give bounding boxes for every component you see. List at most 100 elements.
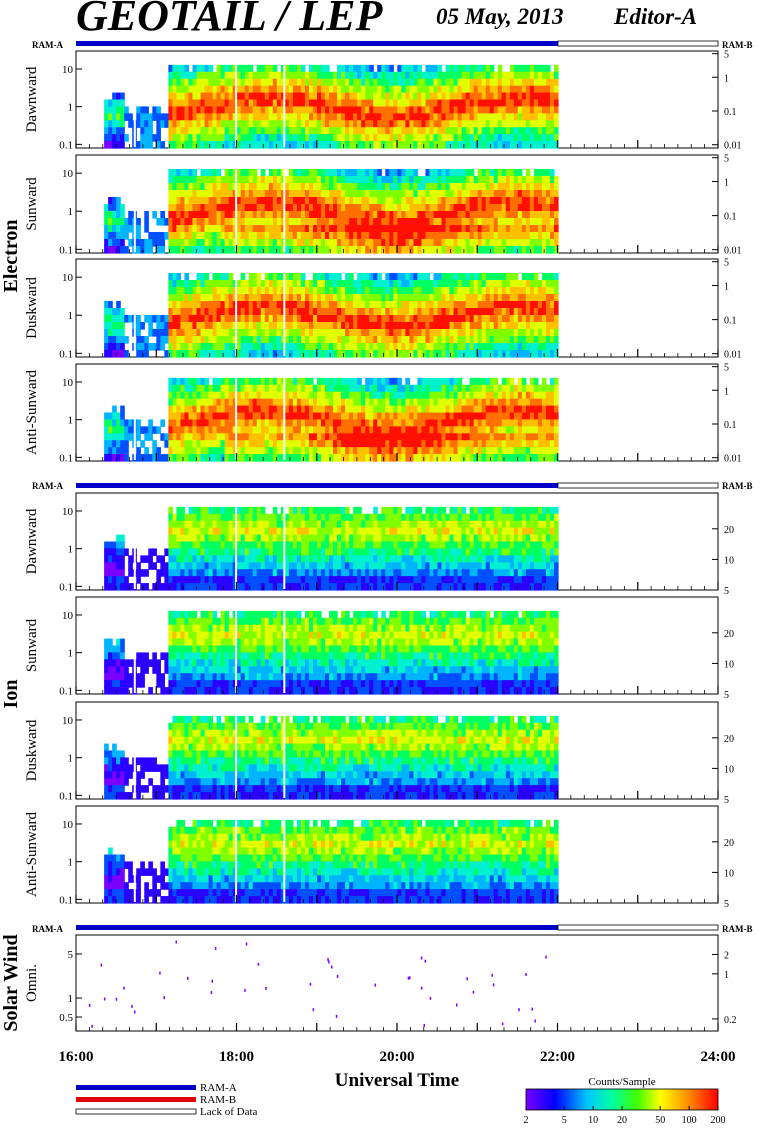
colorbar-tick-label: 10 — [588, 1115, 598, 1126]
editor-label: Editor-A — [613, 4, 697, 29]
panel-label: Omni. — [24, 964, 40, 1002]
ram-a-label: RAM-A — [32, 40, 63, 50]
colorbar-tick-label: 100 — [682, 1115, 697, 1126]
right-tick-label: 0.01 — [724, 454, 742, 465]
right-tick-label: 5 — [724, 586, 729, 597]
y-tick-label: 1 — [68, 102, 74, 114]
y-tick-label: 1 — [68, 648, 74, 660]
y-tick-label: 0.1 — [59, 139, 73, 151]
panel-label: Dawnward — [24, 508, 40, 574]
ram-b-label: RAM-B — [722, 481, 753, 491]
right-tick-label: 20 — [724, 629, 734, 640]
right-tick-label: 0.1 — [724, 420, 737, 431]
right-tick-label: 0.1 — [724, 316, 737, 327]
panel-electron-dawnward: Dawnward 10 1 0.1 5 1 0.1 0.01 — [24, 50, 742, 152]
x-tick-label: 24:00 — [701, 1049, 736, 1065]
y-tick-label: 1 — [68, 857, 74, 869]
y-tick-label: 0.1 — [59, 894, 73, 906]
colorbar-tick-label: 200 — [711, 1115, 726, 1126]
right-tick-label: 5 — [724, 899, 729, 910]
y-tick-label: 10 — [62, 272, 74, 284]
right-tick-label: 5 — [724, 795, 729, 806]
panel-label: Duskward — [24, 719, 40, 781]
panel-label: Duskward — [24, 277, 40, 339]
colorbar-title: Counts/Sample — [588, 1076, 655, 1088]
right-tick-label: 1 — [724, 73, 729, 84]
y-tick-label: 1 — [68, 415, 74, 427]
legend-swatch-ram-a — [76, 1085, 196, 1090]
panel-label: Dawnward — [24, 66, 40, 132]
y-tick-label: 10 — [62, 506, 74, 518]
y-tick-label: 1 — [68, 753, 74, 765]
ram-b-label: RAM-B — [722, 40, 753, 50]
ram-legend: RAM-A RAM-B Lack of Data — [76, 1082, 258, 1118]
colorbar-tick-label: 5 — [562, 1115, 567, 1126]
x-tick-label: 22:00 — [540, 1049, 575, 1065]
y-tick-label: 0.1 — [59, 790, 73, 802]
panel-label: Anti-Sunward — [24, 812, 40, 897]
ram-bar-solar-wind: RAM-A RAM-B — [32, 924, 753, 934]
y-tick-label: 1 — [68, 544, 74, 556]
ram-a-label: RAM-A — [32, 924, 63, 934]
right-tick-label: 0.01 — [724, 246, 742, 257]
right-tick-label: 1 — [724, 970, 729, 981]
legend-label-ram-a: RAM-A — [200, 1082, 237, 1094]
spectrogram — [104, 494, 558, 591]
legend-swatch-ram-b — [76, 1097, 196, 1102]
right-tick-label: 20 — [724, 734, 734, 745]
panels: Dawnward 10 1 0.1 5 1 0.1 0.01 Sunward 10 1 0.1 5 1 0.… — [24, 50, 742, 1031]
group-label-solar-wind: Solar Wind — [0, 934, 22, 1031]
legend-label-ram-b: RAM-B — [200, 1094, 236, 1106]
y-tick-label: 10 — [62, 819, 74, 831]
right-tick-label: 20 — [724, 525, 734, 536]
right-tick-label: 10 — [724, 764, 734, 775]
y-tick-label: 5 — [68, 949, 74, 961]
panel-label: Anti-Sunward — [24, 370, 40, 455]
ram-a-label: RAM-A — [32, 481, 63, 491]
colorbar-tick-label: 2 — [524, 1115, 529, 1126]
spectrogram — [104, 156, 558, 254]
right-tick-label: 0.01 — [724, 141, 742, 152]
colorbar-tick-label: 20 — [617, 1115, 627, 1126]
right-tick-label: 5 — [724, 50, 729, 61]
colorbar: Counts/Sample 2 5 10 20 50 100 200 — [524, 1076, 726, 1126]
y-tick-label: 1 — [68, 993, 74, 1005]
y-tick-label: 10 — [62, 64, 74, 76]
right-tick-label: 1 — [724, 178, 729, 189]
group-label-electron: Electron — [0, 220, 22, 293]
x-axis-label: Universal Time — [335, 1070, 459, 1091]
right-tick-label: 5 — [724, 690, 729, 701]
y-tick-label: 10 — [62, 168, 74, 180]
spectrogram — [104, 260, 558, 358]
right-tick-label: 0.01 — [724, 350, 742, 361]
y-tick-label: 0.1 — [59, 685, 73, 697]
right-tick-label: 5 — [724, 258, 729, 269]
legend-label-lack-of-data: Lack of Data — [200, 1106, 258, 1118]
right-tick-label: 5 — [724, 363, 729, 374]
panel-ion-anti-sunward: Anti-Sunward 10 1 0.1 20 10 5 — [24, 806, 734, 910]
panel-label: Sunward — [24, 177, 40, 231]
group-label-ion: Ion — [0, 680, 22, 709]
y-tick-label: 1 — [68, 310, 74, 322]
colorbar-tick-label: 50 — [655, 1115, 665, 1126]
x-tick-label: 18:00 — [219, 1049, 254, 1065]
y-tick-label: 0.1 — [59, 348, 73, 360]
spectrogram — [104, 365, 558, 462]
ram-bar-ion: RAM-A RAM-B — [32, 481, 753, 491]
right-tick-label: 20 — [724, 838, 734, 849]
panel-frame — [76, 935, 718, 1031]
y-tick-label: 1 — [68, 206, 74, 218]
right-tick-label: 0.1 — [724, 107, 737, 118]
page-title: GEOTAIL / LEP — [76, 0, 384, 40]
ram-b-label: RAM-B — [722, 924, 753, 934]
x-tick-label: 20:00 — [380, 1049, 415, 1065]
y-tick-label: 0.1 — [59, 452, 73, 464]
y-tick-label: 10 — [62, 377, 74, 389]
right-tick-label: 10 — [724, 868, 734, 879]
